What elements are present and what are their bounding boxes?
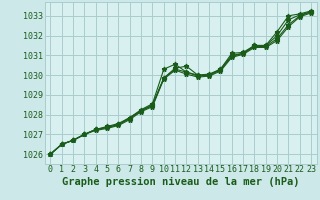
X-axis label: Graphe pression niveau de la mer (hPa): Graphe pression niveau de la mer (hPa) <box>62 177 300 187</box>
